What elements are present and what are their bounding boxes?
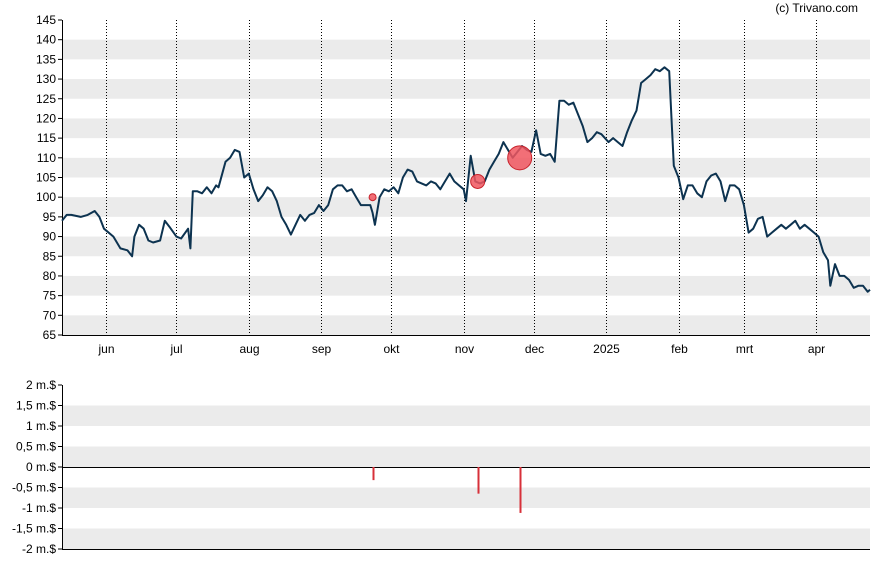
y-tick-label: 1,5 m.$ <box>16 399 56 413</box>
y-tick-label: 145 <box>36 13 56 27</box>
x-tick-label: feb <box>671 342 688 356</box>
y-tick-label: -0,5 m.$ <box>12 481 56 495</box>
y-tick-label: 95 <box>43 210 57 224</box>
grid-band <box>62 39 870 60</box>
y-tick-label: 125 <box>36 92 56 106</box>
volume-chart-panel: 2 m.$ 1,5 m.$ 1 m.$ 0,5 m.$ 0 m.$ -0,5 m.$ -1 … <box>12 378 870 556</box>
y-tick-label: -2 m.$ <box>22 542 56 556</box>
grid-band <box>62 405 870 426</box>
y-tick-label: 0,5 m.$ <box>16 440 56 454</box>
insider-trade-marker <box>507 145 533 171</box>
grid-band <box>62 79 870 99</box>
x-tick-label: 2025 <box>593 342 620 356</box>
grid-band <box>62 528 870 549</box>
x-tick-label: aug <box>239 342 259 356</box>
y-tick-label: -1,5 m.$ <box>12 522 56 536</box>
grid-band <box>62 236 870 257</box>
y-tick-label: 115 <box>37 131 56 145</box>
y-tick-label: 80 <box>43 269 57 283</box>
y-tick-label: 70 <box>43 308 57 322</box>
x-tick-label: mrt <box>736 342 754 356</box>
insider-trade-marker <box>470 173 486 189</box>
x-tick-label: dec <box>525 342 544 356</box>
x-tick-label: nov <box>455 342 474 356</box>
price-chart-panel: jun jul aug sep okt nov dec 2025 feb mrt apr 145 140… <box>36 13 871 356</box>
y-tick-label: 140 <box>36 33 56 47</box>
source-credit: (c) Trivano.com <box>775 1 858 15</box>
grid-band <box>62 487 870 508</box>
y-tick-label: 130 <box>36 72 56 86</box>
y-tick-label: 100 <box>36 190 56 204</box>
x-tick-label: apr <box>808 342 825 356</box>
y-tick-label: 75 <box>43 289 57 303</box>
y-tick-label: 110 <box>37 151 56 165</box>
y-tick-label: 1 m.$ <box>26 419 56 433</box>
y-tick-label: -1 m.$ <box>22 501 56 515</box>
x-tick-label: jul <box>169 342 182 356</box>
y-tick-label: 85 <box>43 249 57 263</box>
y-tick-label: 90 <box>43 230 57 244</box>
grid-band <box>62 197 870 217</box>
y-tick-label: 0 m.$ <box>26 460 56 474</box>
y-tick-label: 2 m.$ <box>26 378 56 392</box>
grid-band <box>62 118 870 139</box>
y-tick-label: 135 <box>36 52 56 66</box>
grid-band <box>62 446 870 467</box>
grid-band <box>62 157 870 178</box>
y-tick-label: 65 <box>43 328 57 342</box>
price-line <box>61 66 871 293</box>
grid-band <box>62 275 870 296</box>
insider-trade-marker <box>368 193 377 202</box>
x-tick-label: okt <box>383 342 400 356</box>
grid-band <box>62 315 870 335</box>
x-tick-label: jun <box>97 342 114 356</box>
y-tick-label: 120 <box>36 111 56 125</box>
x-tick-label: sep <box>312 342 332 356</box>
y-tick-label: 105 <box>36 171 56 185</box>
